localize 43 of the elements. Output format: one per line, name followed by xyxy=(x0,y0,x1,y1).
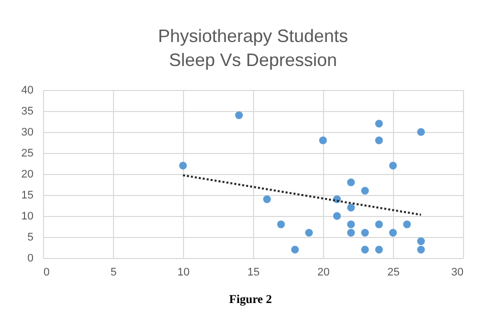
x-tick-label: 30 xyxy=(451,266,464,278)
point xyxy=(179,162,187,170)
point xyxy=(333,212,341,220)
point xyxy=(361,228,369,237)
point xyxy=(417,246,425,254)
point xyxy=(347,204,355,212)
x-tick-label: 25 xyxy=(387,266,400,278)
chart-title: Physiotherapy Students Sleep Vs Depression xyxy=(158,26,348,70)
y-tick-label: 5 xyxy=(27,232,34,244)
point xyxy=(347,178,355,186)
point xyxy=(375,136,383,144)
point xyxy=(361,246,369,254)
point xyxy=(319,136,327,144)
y-tick-label: 15 xyxy=(21,190,34,202)
point xyxy=(235,111,243,120)
x-tick-label: 20 xyxy=(317,266,330,278)
point xyxy=(291,246,299,254)
caption: Figure 2 xyxy=(228,292,273,307)
point xyxy=(389,162,397,170)
y-tick-label: 30 xyxy=(21,126,34,138)
point xyxy=(375,220,383,228)
point xyxy=(277,220,285,228)
point xyxy=(417,237,425,246)
point xyxy=(375,120,383,128)
point xyxy=(403,220,411,228)
y-tick-label: 20 xyxy=(21,168,34,180)
point xyxy=(389,228,397,237)
x-tick-label: 0 xyxy=(44,266,50,278)
y-tick-label: 25 xyxy=(21,148,34,160)
y-tick-label: 35 xyxy=(21,106,34,118)
x-tick-label: 15 xyxy=(247,266,260,278)
x-tick-label: 5 xyxy=(110,266,117,278)
point xyxy=(263,195,271,204)
point xyxy=(361,186,369,195)
point xyxy=(375,246,383,254)
point xyxy=(305,228,313,237)
point xyxy=(417,128,425,136)
point xyxy=(347,228,355,237)
x-tick-label: 10 xyxy=(177,266,190,278)
y-tick-label: 0 xyxy=(27,252,34,264)
point xyxy=(347,220,355,228)
y-tick-label: 10 xyxy=(21,210,34,222)
y-tick-label: 40 xyxy=(21,84,34,96)
